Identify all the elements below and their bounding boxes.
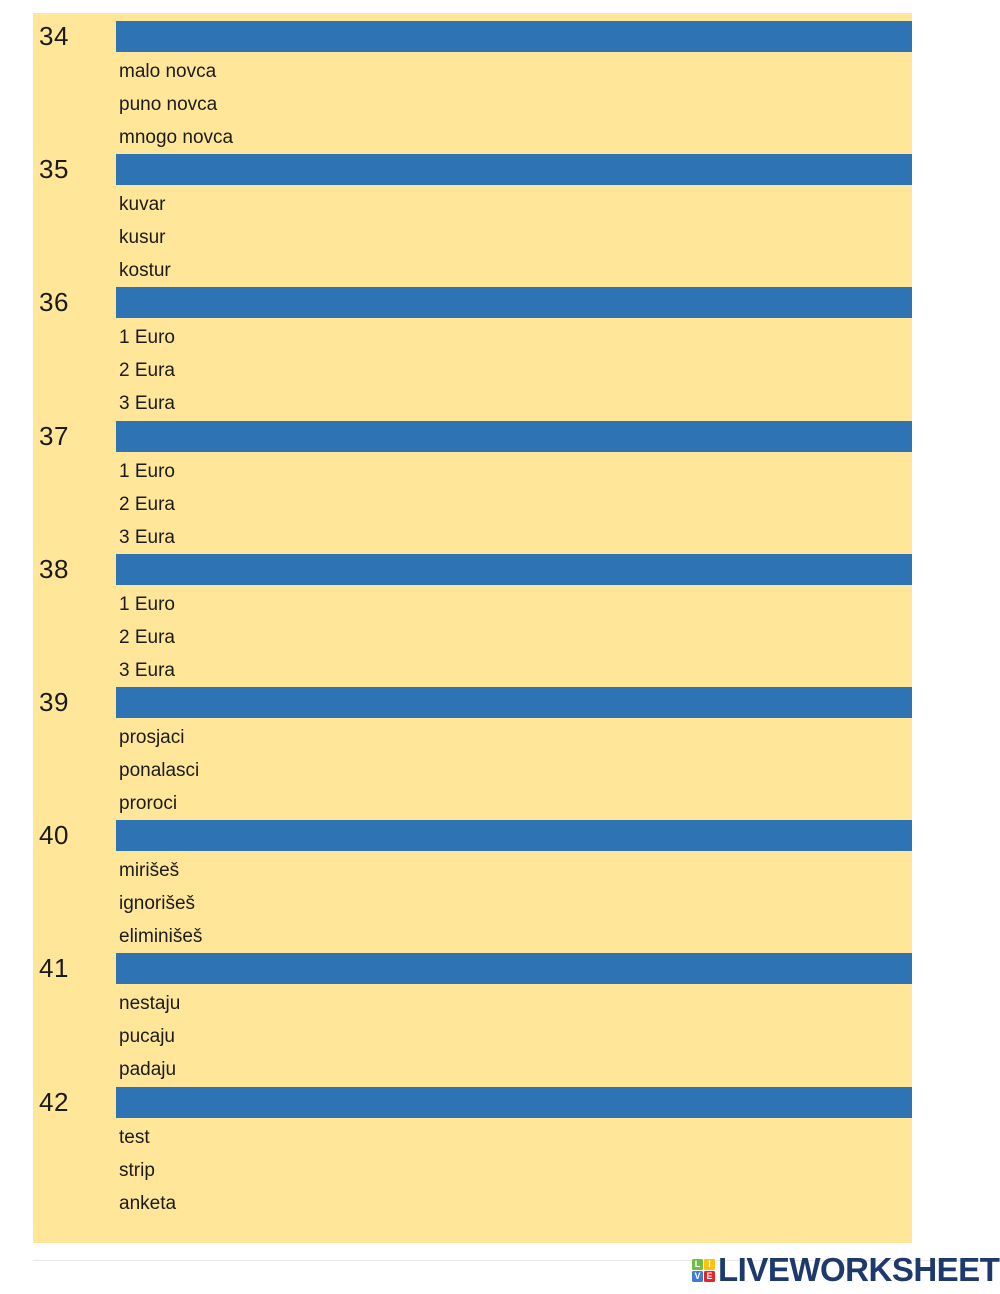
answer-option[interactable]: kuvar bbox=[119, 194, 166, 216]
answer-option[interactable]: padaju bbox=[119, 1059, 177, 1081]
answer-options: 1 Euro 2 Eura 3 Eura bbox=[116, 321, 912, 420]
question-block: 41 nestaju pucaju padaju bbox=[33, 953, 912, 1086]
answer-option[interactable]: pucaju bbox=[119, 1026, 175, 1048]
question-number: 35 bbox=[39, 154, 69, 185]
question-block: 35 kuvar kusur kostur bbox=[33, 154, 912, 287]
answer-options: kuvar kusur kostur bbox=[116, 188, 912, 287]
answer-option[interactable]: ignorišeš bbox=[119, 893, 196, 915]
worksheet-panel: 34 malo novca puno novca mnogo novca 35 … bbox=[33, 13, 912, 1243]
answer-option[interactable]: kostur bbox=[119, 260, 171, 282]
answer-options: nestaju pucaju padaju bbox=[116, 987, 912, 1086]
question-number: 36 bbox=[39, 287, 69, 318]
answer-option[interactable]: 2 Eura bbox=[119, 360, 175, 382]
question-block: 39 prosjaci ponalasci proroci bbox=[33, 686, 912, 820]
answer-option[interactable]: eliminišeš bbox=[119, 926, 203, 948]
answer-option[interactable]: anketa bbox=[119, 1192, 177, 1214]
question-bar[interactable] bbox=[116, 820, 912, 852]
answer-option[interactable]: puno novca bbox=[119, 94, 218, 115]
question-content: test strip anketa bbox=[116, 1086, 912, 1220]
answer-options: test strip anketa bbox=[116, 1121, 912, 1220]
answer-option[interactable]: mnogo novca bbox=[119, 127, 234, 148]
liveworksheets-logo[interactable]: L I V E LIVEWORKSHEETS bbox=[692, 1253, 1000, 1287]
answer-option[interactable]: mirišeš bbox=[119, 860, 180, 882]
answer-option[interactable]: 3 Eura bbox=[119, 393, 175, 415]
question-content: kuvar kusur kostur bbox=[116, 154, 912, 287]
question-number: 34 bbox=[39, 21, 69, 51]
answer-option[interactable]: 3 Eura bbox=[119, 526, 175, 548]
question-block: 40 mirišeš ignorišeš eliminišeš bbox=[33, 820, 912, 953]
answer-option[interactable]: 2 Eura bbox=[119, 493, 175, 515]
answer-option[interactable]: 1 Euro bbox=[119, 327, 175, 349]
liveworksheets-wordmark: LIVEWORKSHEETS bbox=[718, 1251, 1000, 1288]
question-content: 1 Euro 2 Eura 3 Eura bbox=[116, 287, 912, 420]
question-content: 1 Euro 2 Eura 3 Eura bbox=[116, 420, 912, 554]
answer-options: prosjaci ponalasci proroci bbox=[116, 721, 912, 820]
question-bar[interactable] bbox=[116, 154, 912, 186]
answer-options: mirišeš ignorišeš eliminišeš bbox=[116, 854, 912, 953]
question-bar[interactable] bbox=[116, 953, 912, 985]
question-block: 36 1 Euro 2 Eura 3 Eura bbox=[33, 287, 912, 420]
answer-option[interactable]: 2 Eura bbox=[119, 626, 175, 648]
question-bar[interactable] bbox=[116, 553, 912, 585]
answer-option[interactable]: test bbox=[119, 1126, 150, 1148]
answer-options: 1 Euro 2 Eura 3 Eura bbox=[116, 588, 912, 687]
question-number: 42 bbox=[39, 1086, 69, 1117]
question-content: malo novca puno novca mnogo novca bbox=[116, 21, 912, 154]
answer-option[interactable]: nestaju bbox=[119, 993, 181, 1015]
question-number: 37 bbox=[39, 420, 69, 451]
question-bar[interactable] bbox=[116, 686, 912, 718]
answer-option[interactable]: 1 Euro bbox=[119, 593, 175, 615]
logo-tile: I bbox=[704, 1258, 715, 1270]
answer-options: malo novca puno novca mnogo novca bbox=[116, 55, 912, 154]
question-number: 41 bbox=[39, 953, 69, 984]
question-block: 34 malo novca puno novca mnogo novca bbox=[33, 21, 912, 154]
page-divider bbox=[33, 1260, 985, 1261]
answer-option[interactable]: 3 Eura bbox=[119, 659, 175, 681]
question-content: 1 Euro 2 Eura 3 Eura bbox=[116, 553, 912, 687]
question-block: 42 test strip anketa bbox=[33, 1086, 912, 1220]
question-block: 37 1 Euro 2 Eura 3 Eura bbox=[33, 420, 912, 554]
logo-tile: L bbox=[692, 1258, 703, 1270]
answer-option[interactable]: strip bbox=[119, 1159, 155, 1181]
question-number: 38 bbox=[39, 553, 69, 584]
answer-options: 1 Euro 2 Eura 3 Eura bbox=[116, 455, 912, 554]
question-content: mirišeš ignorišeš eliminišeš bbox=[116, 820, 912, 953]
question-content: nestaju pucaju padaju bbox=[116, 953, 912, 1086]
question-bar[interactable] bbox=[116, 287, 912, 319]
answer-option[interactable]: kusur bbox=[119, 227, 166, 249]
answer-option[interactable]: proroci bbox=[119, 792, 178, 814]
question-block: 38 1 Euro 2 Eura 3 Eura bbox=[33, 553, 912, 687]
question-bar[interactable] bbox=[116, 1086, 912, 1118]
logo-tile: V bbox=[692, 1270, 703, 1282]
question-number: 40 bbox=[39, 820, 69, 851]
question-bar[interactable] bbox=[116, 21, 912, 52]
answer-option[interactable]: ponalasci bbox=[119, 759, 200, 781]
question-bar[interactable] bbox=[116, 420, 912, 452]
question-content: prosjaci ponalasci proroci bbox=[116, 686, 912, 820]
answer-option[interactable]: malo novca bbox=[119, 61, 217, 82]
liveworksheets-grid-icon: L I V E bbox=[692, 1258, 715, 1282]
logo-tile: E bbox=[704, 1270, 715, 1282]
question-number: 39 bbox=[39, 686, 69, 717]
answer-option[interactable]: 1 Euro bbox=[119, 460, 175, 482]
answer-option[interactable]: prosjaci bbox=[119, 726, 185, 748]
